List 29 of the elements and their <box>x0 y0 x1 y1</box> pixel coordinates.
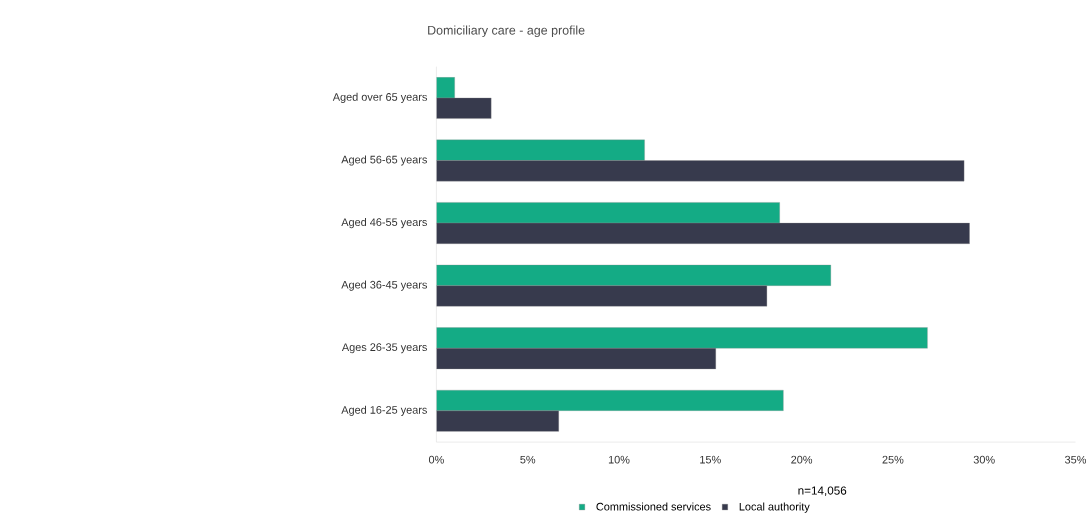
x-tick-label: 35% <box>1064 455 1087 464</box>
x-tick-label: 30% <box>973 455 995 464</box>
y-tick-label: Ages 26-35 years <box>341 343 427 354</box>
y-tick-label: Aged 56-65 years <box>341 155 427 166</box>
y-tick-label: Aged over 65 years <box>332 92 427 104</box>
y-tick-label: Aged 36-45 years <box>341 280 427 291</box>
bar <box>436 327 928 349</box>
chart-title: Domiciliary care - age profile <box>428 25 585 38</box>
legend-label: Local authority <box>739 502 810 513</box>
y-tick-label: Aged 46-55 years <box>341 218 427 229</box>
bar <box>436 223 970 245</box>
x-tick-label: 5% <box>520 455 536 464</box>
x-tick-label: 0% <box>428 455 444 464</box>
bar <box>436 348 716 370</box>
bar <box>436 264 831 286</box>
legend-label: Commissioned services <box>596 502 711 511</box>
bar <box>436 160 965 182</box>
bar <box>436 97 492 119</box>
bar <box>436 410 559 432</box>
x-tick-label: 20% <box>791 455 813 464</box>
y-tick-label: Aged 16-25 years <box>341 405 427 417</box>
x-tick-label: 10% <box>608 455 630 464</box>
bar <box>436 390 784 412</box>
x-tick-label: 15% <box>700 455 721 464</box>
text: n=14,056 <box>798 486 847 497</box>
bar <box>436 285 768 307</box>
bar <box>436 139 645 161</box>
x-tick-label: 25% <box>882 455 904 464</box>
bar <box>436 202 780 224</box>
